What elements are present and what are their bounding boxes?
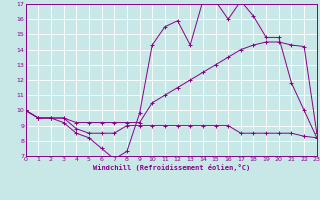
X-axis label: Windchill (Refroidissement éolien,°C): Windchill (Refroidissement éolien,°C) bbox=[92, 164, 250, 171]
